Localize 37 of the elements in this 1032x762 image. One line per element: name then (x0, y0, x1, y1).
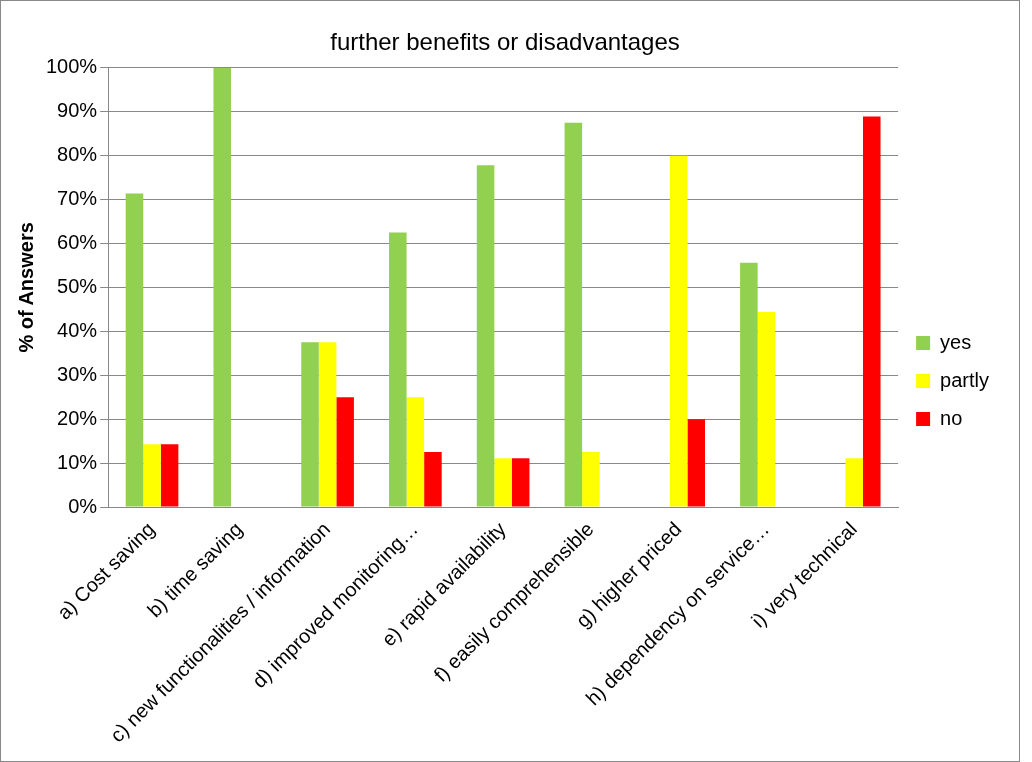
bar (160, 444, 179, 507)
legend-label: no (940, 406, 963, 429)
y-tick-label: 0% (68, 494, 98, 517)
bar (494, 458, 512, 507)
bar (125, 193, 144, 507)
bar (582, 452, 600, 507)
y-tick-label: 10% (57, 450, 98, 473)
bar (476, 165, 495, 507)
bar (740, 262, 758, 507)
bar (143, 444, 161, 507)
y-tick-label: 90% (57, 99, 98, 122)
bar (862, 116, 881, 507)
chart-title: further benefits or disadvantages (330, 28, 680, 56)
bar (389, 232, 407, 507)
y-tick-label: 50% (57, 274, 98, 297)
y-tick-label: 40% (57, 318, 98, 341)
bar (336, 397, 354, 507)
y-tick-label: 70% (57, 187, 98, 210)
y-tick-label: 20% (57, 406, 98, 429)
bar (424, 452, 442, 507)
bar (845, 458, 863, 507)
bar (511, 458, 530, 507)
bar (406, 397, 425, 507)
y-axis-title: % of Answers (14, 222, 37, 353)
bar (757, 312, 776, 507)
bar (213, 67, 232, 507)
bar (687, 419, 705, 507)
y-tick-label: 60% (57, 231, 98, 253)
bar (301, 342, 319, 507)
bar (669, 155, 688, 507)
legend-label: yes (940, 330, 972, 353)
bar (564, 122, 583, 507)
y-tick-label: 80% (57, 143, 98, 166)
legend-label: partly (940, 368, 989, 391)
y-tick-label: 100% (46, 55, 98, 78)
y-tick-label: 30% (57, 362, 98, 385)
bar (318, 342, 337, 507)
